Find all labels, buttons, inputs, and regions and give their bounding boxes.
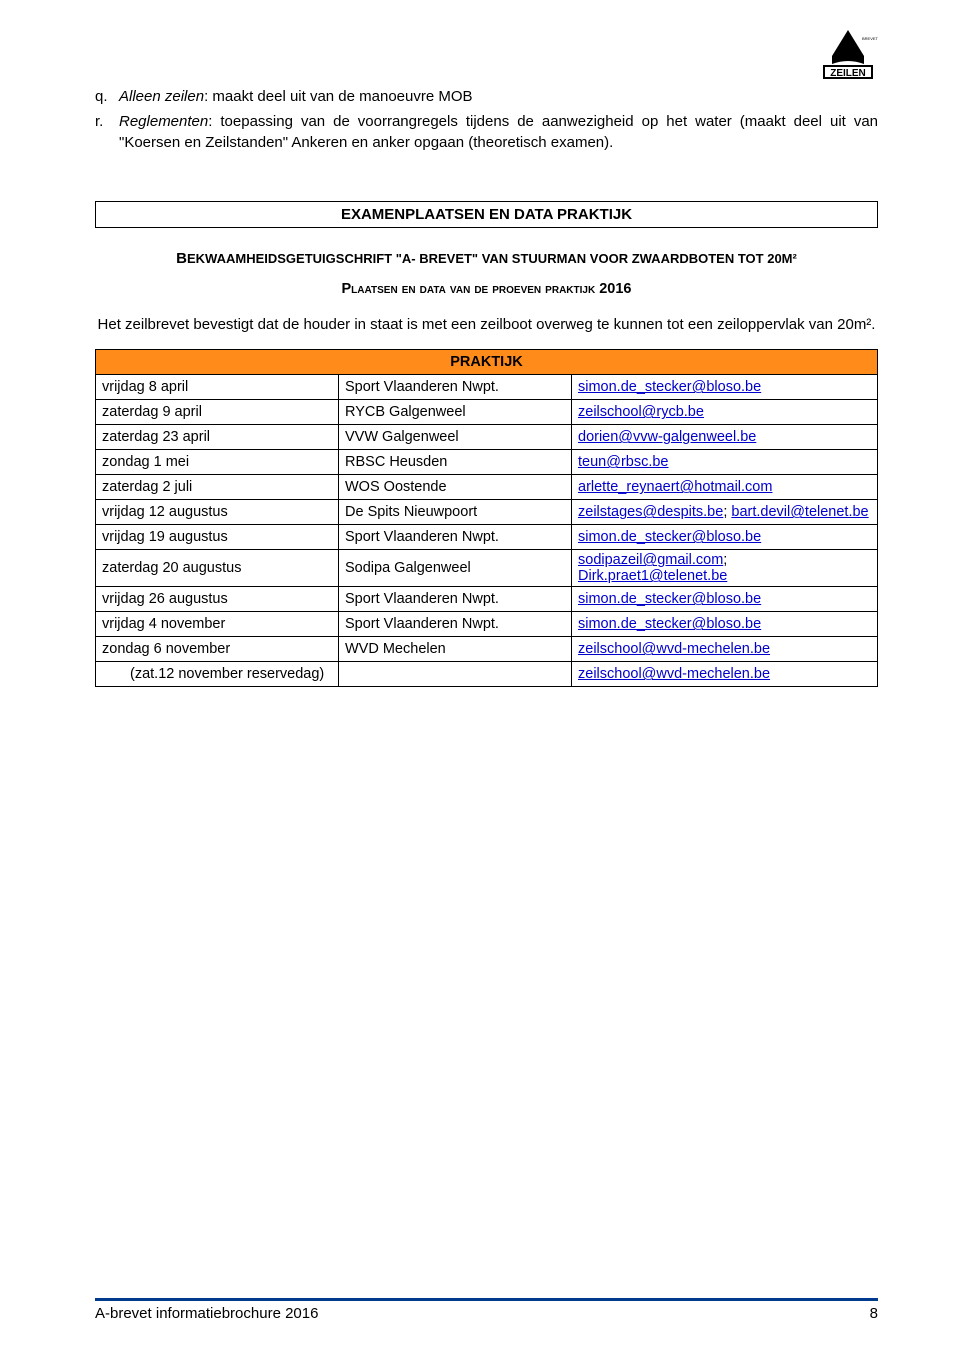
email-link[interactable]: simon.de_stecker@bloso.be (578, 379, 761, 395)
list-rest-span: : maakt deel uit van de manoeuvre MOB (204, 88, 472, 105)
list-block: q.Alleen zeilen: maakt deel uit van de m… (95, 86, 878, 153)
brevet-zeilen-logo: ZEILEN BREVET (818, 26, 878, 82)
email-link[interactable]: zeilschool@wvd-mechelen.be (578, 666, 770, 682)
cell-date: (zat.12 november reservedag) (96, 662, 339, 687)
cell-contact: simon.de_stecker@bloso.be (572, 612, 878, 637)
list-item: q.Alleen zeilen: maakt deel uit van de m… (95, 86, 878, 107)
list-marker: q. (95, 86, 119, 107)
cell-location: De Spits Nieuwpoort (339, 500, 572, 525)
table-row: vrijdag 8 aprilSport Vlaanderen Nwpt. sim… (96, 375, 878, 400)
page-footer: A-brevet informatiebrochure 2016 8 (95, 1298, 878, 1322)
table-row: zaterdag 23 aprilVVW Galgenweel dorien@vv… (96, 425, 878, 450)
cell-date: vrijdag 19 augustus (96, 525, 339, 550)
cell-location (339, 662, 572, 687)
list-italic-span: Reglementen (119, 113, 208, 130)
table-row: vrijdag 26 augustusSport Vlaanderen Nwpt… (96, 587, 878, 612)
cell-contact: simon.de_stecker@bloso.be (572, 587, 878, 612)
cell-location: RBSC Heusden (339, 450, 572, 475)
email-link[interactable]: bart.devil@telenet.be (731, 504, 868, 520)
table-row: (zat.12 november reservedag) zeilschool@w… (96, 662, 878, 687)
praktijk-table: PRAKTIJK vrijdag 8 aprilSport Vlaanderen… (95, 349, 878, 687)
cell-location: Sport Vlaanderen Nwpt. (339, 587, 572, 612)
cell-date: vrijdag 4 november (96, 612, 339, 637)
cell-location: Sodipa Galgenweel (339, 550, 572, 587)
table-row: zaterdag 9 aprilRYCB Galgenweel zeilschoo… (96, 400, 878, 425)
page-container: ZEILEN BREVET q.Alleen zeilen: maakt dee… (0, 0, 960, 1358)
cell-location: WVD Mechelen (339, 637, 572, 662)
email-link[interactable]: simon.de_stecker@bloso.be (578, 591, 761, 607)
email-link[interactable]: sodipazeil@gmail.com (578, 552, 723, 568)
list-item: r.Reglementen: toepassing van de voorran… (95, 111, 878, 153)
footer-page-number: 8 (870, 1305, 878, 1322)
cell-contact: teun@rbsc.be (572, 450, 878, 475)
email-link[interactable]: Dirk.praet1@telenet.be (578, 568, 727, 584)
table-row: zondag 1 meiRBSC Heusden teun@rbsc.be (96, 450, 878, 475)
email-link[interactable]: simon.de_stecker@bloso.be (578, 616, 761, 632)
cell-contact: zeilschool@rycb.be (572, 400, 878, 425)
footer-left: A-brevet informatiebrochure 2016 (95, 1305, 318, 1322)
email-link[interactable]: arlette_reynaert@hotmail.com (578, 479, 772, 495)
list-rest-span: : toepassing van de voorrangregels tijde… (119, 113, 878, 151)
email-link[interactable]: zeilschool@wvd-mechelen.be (578, 641, 770, 657)
cell-date: vrijdag 26 augustus (96, 587, 339, 612)
cell-contact: zeilstages@despits.be; bart.devil@telene… (572, 500, 878, 525)
cell-date: zaterdag 23 april (96, 425, 339, 450)
footer-rule (95, 1298, 878, 1301)
email-link[interactable]: dorien@vvw-galgenweel.be (578, 429, 756, 445)
table-row: zaterdag 2 juliWOS Oostende arlette_reyna… (96, 475, 878, 500)
cell-date: vrijdag 12 augustus (96, 500, 339, 525)
cell-date: zaterdag 20 augustus (96, 550, 339, 587)
cell-contact: zeilschool@wvd-mechelen.be (572, 662, 878, 687)
cell-location: Sport Vlaanderen Nwpt. (339, 525, 572, 550)
list-text: Alleen zeilen: maakt deel uit van de man… (119, 86, 878, 107)
logo-top-text: BREVET (862, 36, 878, 41)
subhead1-rest: EKWAAMHEIDSGETUIGSCHRIFT "A- BREVET" VAN… (187, 251, 797, 266)
cell-contact: zeilschool@wvd-mechelen.be (572, 637, 878, 662)
cell-contact: simon.de_stecker@bloso.be (572, 375, 878, 400)
logo-bottom-text: ZEILEN (830, 68, 866, 79)
body-paragraph: Het zeilbrevet bevestigt dat de houder i… (95, 315, 878, 335)
table-row: vrijdag 19 augustusSport Vlaanderen Nwpt… (96, 525, 878, 550)
table-row: vrijdag 12 augustusDe Spits Nieuwpoortze… (96, 500, 878, 525)
subhead-certificate: BEKWAAMHEIDSGETUIGSCHRIFT "A- BREVET" VA… (95, 250, 878, 267)
email-link[interactable]: zeilstages@despits.be (578, 504, 723, 520)
table-row: zondag 6 novemberWVD Mechelen zeilschool@… (96, 637, 878, 662)
cell-contact: dorien@vvw-galgenweel.be (572, 425, 878, 450)
cell-contact: arlette_reynaert@hotmail.com (572, 475, 878, 500)
cell-date: zondag 1 mei (96, 450, 339, 475)
list-italic-span: Alleen zeilen (119, 88, 204, 105)
cell-contact: simon.de_stecker@bloso.be (572, 525, 878, 550)
email-link[interactable]: teun@rbsc.be (578, 454, 669, 470)
subhead1-first: B (176, 250, 187, 267)
email-link[interactable]: simon.de_stecker@bloso.be (578, 529, 761, 545)
cell-location: Sport Vlaanderen Nwpt. (339, 612, 572, 637)
heading-box: EXAMENPLAATSEN EN DATA PRAKTIJK (95, 201, 878, 228)
cell-location: RYCB Galgenweel (339, 400, 572, 425)
email-link[interactable]: zeilschool@rycb.be (578, 404, 704, 420)
cell-contact: sodipazeil@gmail.com; Dirk.praet1@telene… (572, 550, 878, 587)
cell-location: WOS Oostende (339, 475, 572, 500)
cell-location: Sport Vlaanderen Nwpt. (339, 375, 572, 400)
list-marker: r. (95, 111, 119, 153)
table-header: PRAKTIJK (96, 350, 878, 375)
table-row: zaterdag 20 augustusSodipa Galgenweelsod… (96, 550, 878, 587)
cell-date: zaterdag 2 juli (96, 475, 339, 500)
cell-date: zaterdag 9 april (96, 400, 339, 425)
table-row: vrijdag 4 novemberSport Vlaanderen Nwpt.… (96, 612, 878, 637)
cell-location: VVW Galgenweel (339, 425, 572, 450)
subhead-plaatsen: Plaatsen en data van de proeven praktijk… (95, 281, 878, 297)
list-text: Reglementen: toepassing van de voorrangr… (119, 111, 878, 153)
cell-date: vrijdag 8 april (96, 375, 339, 400)
cell-date: zondag 6 november (96, 637, 339, 662)
